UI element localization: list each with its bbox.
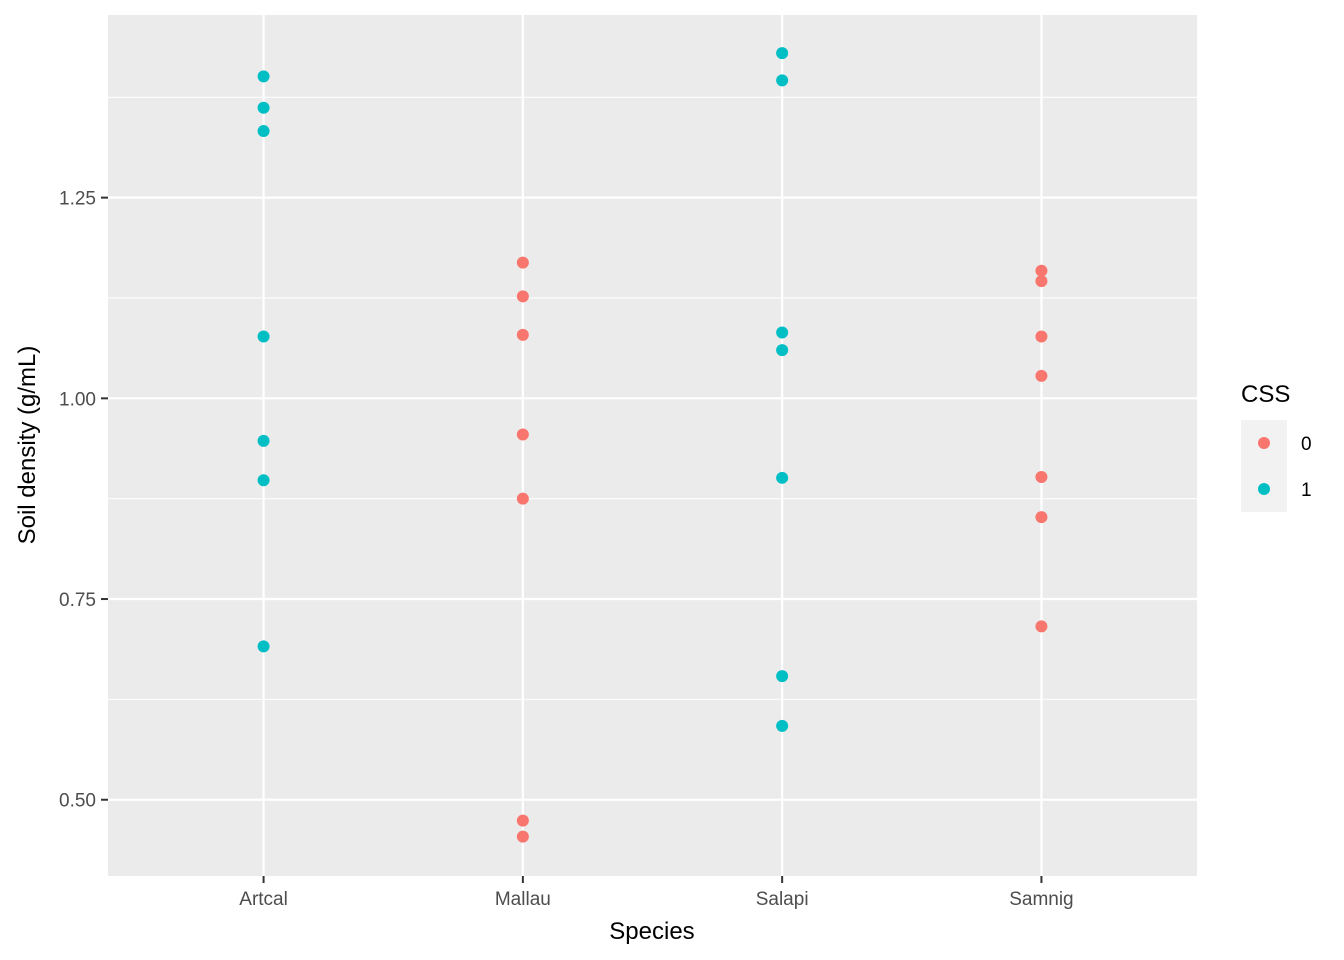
data-point-css-1 [257,640,270,653]
data-point-css-1 [257,474,270,487]
legend-key-point-1 [1258,483,1270,495]
legend-key-point-0 [1258,437,1270,449]
data-point-css-0 [516,290,529,303]
x-axis-title: Species [609,918,694,945]
data-point-css-1 [776,47,789,60]
data-point-css-0 [1035,264,1048,277]
x-tick-label: Mallau [495,889,551,910]
y-axis-title: Soil density (g/mL) [14,346,41,545]
data-point-css-1 [257,101,270,114]
data-point-css-0 [1035,620,1048,633]
legend: CSS 0 1 [1241,381,1312,512]
data-point-css-1 [776,326,789,339]
data-point-css-1 [776,670,789,683]
data-point-css-0 [516,814,529,827]
legend-title: CSS [1241,381,1290,408]
y-axis: 0.50 0.75 1.00 1.25 [59,189,108,812]
plot-panel [108,15,1197,876]
data-point-css-0 [516,428,529,441]
data-point-css-0 [516,492,529,505]
data-point-css-1 [257,125,270,138]
data-point-css-1 [776,74,789,87]
y-tick-label: 1.00 [59,389,96,410]
x-tick-label: Samnig [1009,889,1073,910]
legend-label-1: 1 [1301,480,1312,501]
y-tick-label: 0.75 [59,590,96,611]
minor-gridlines [108,96,1197,700]
data-point-css-1 [776,471,789,484]
data-point-css-0 [1035,369,1048,382]
legend-label-0: 0 [1301,434,1312,455]
y-tick-label: 0.50 [59,791,96,812]
data-point-css-0 [516,830,529,843]
data-point-css-0 [516,256,529,269]
data-point-css-1 [257,434,270,447]
data-point-css-0 [1035,330,1048,343]
x-tick-label: Salapi [756,889,809,910]
data-point-css-1 [776,719,789,732]
y-tick-label: 1.25 [59,189,96,210]
x-tick-label: Artcal [239,889,288,910]
data-point-css-0 [516,328,529,341]
data-point-css-0 [1035,275,1048,288]
data-points [257,47,1048,843]
data-point-css-1 [257,70,270,83]
x-axis: Artcal Mallau Salapi Samnig [239,876,1074,910]
data-point-css-1 [257,330,270,343]
data-point-css-1 [776,344,789,357]
data-point-css-0 [1035,471,1048,484]
data-point-css-0 [1035,511,1048,524]
